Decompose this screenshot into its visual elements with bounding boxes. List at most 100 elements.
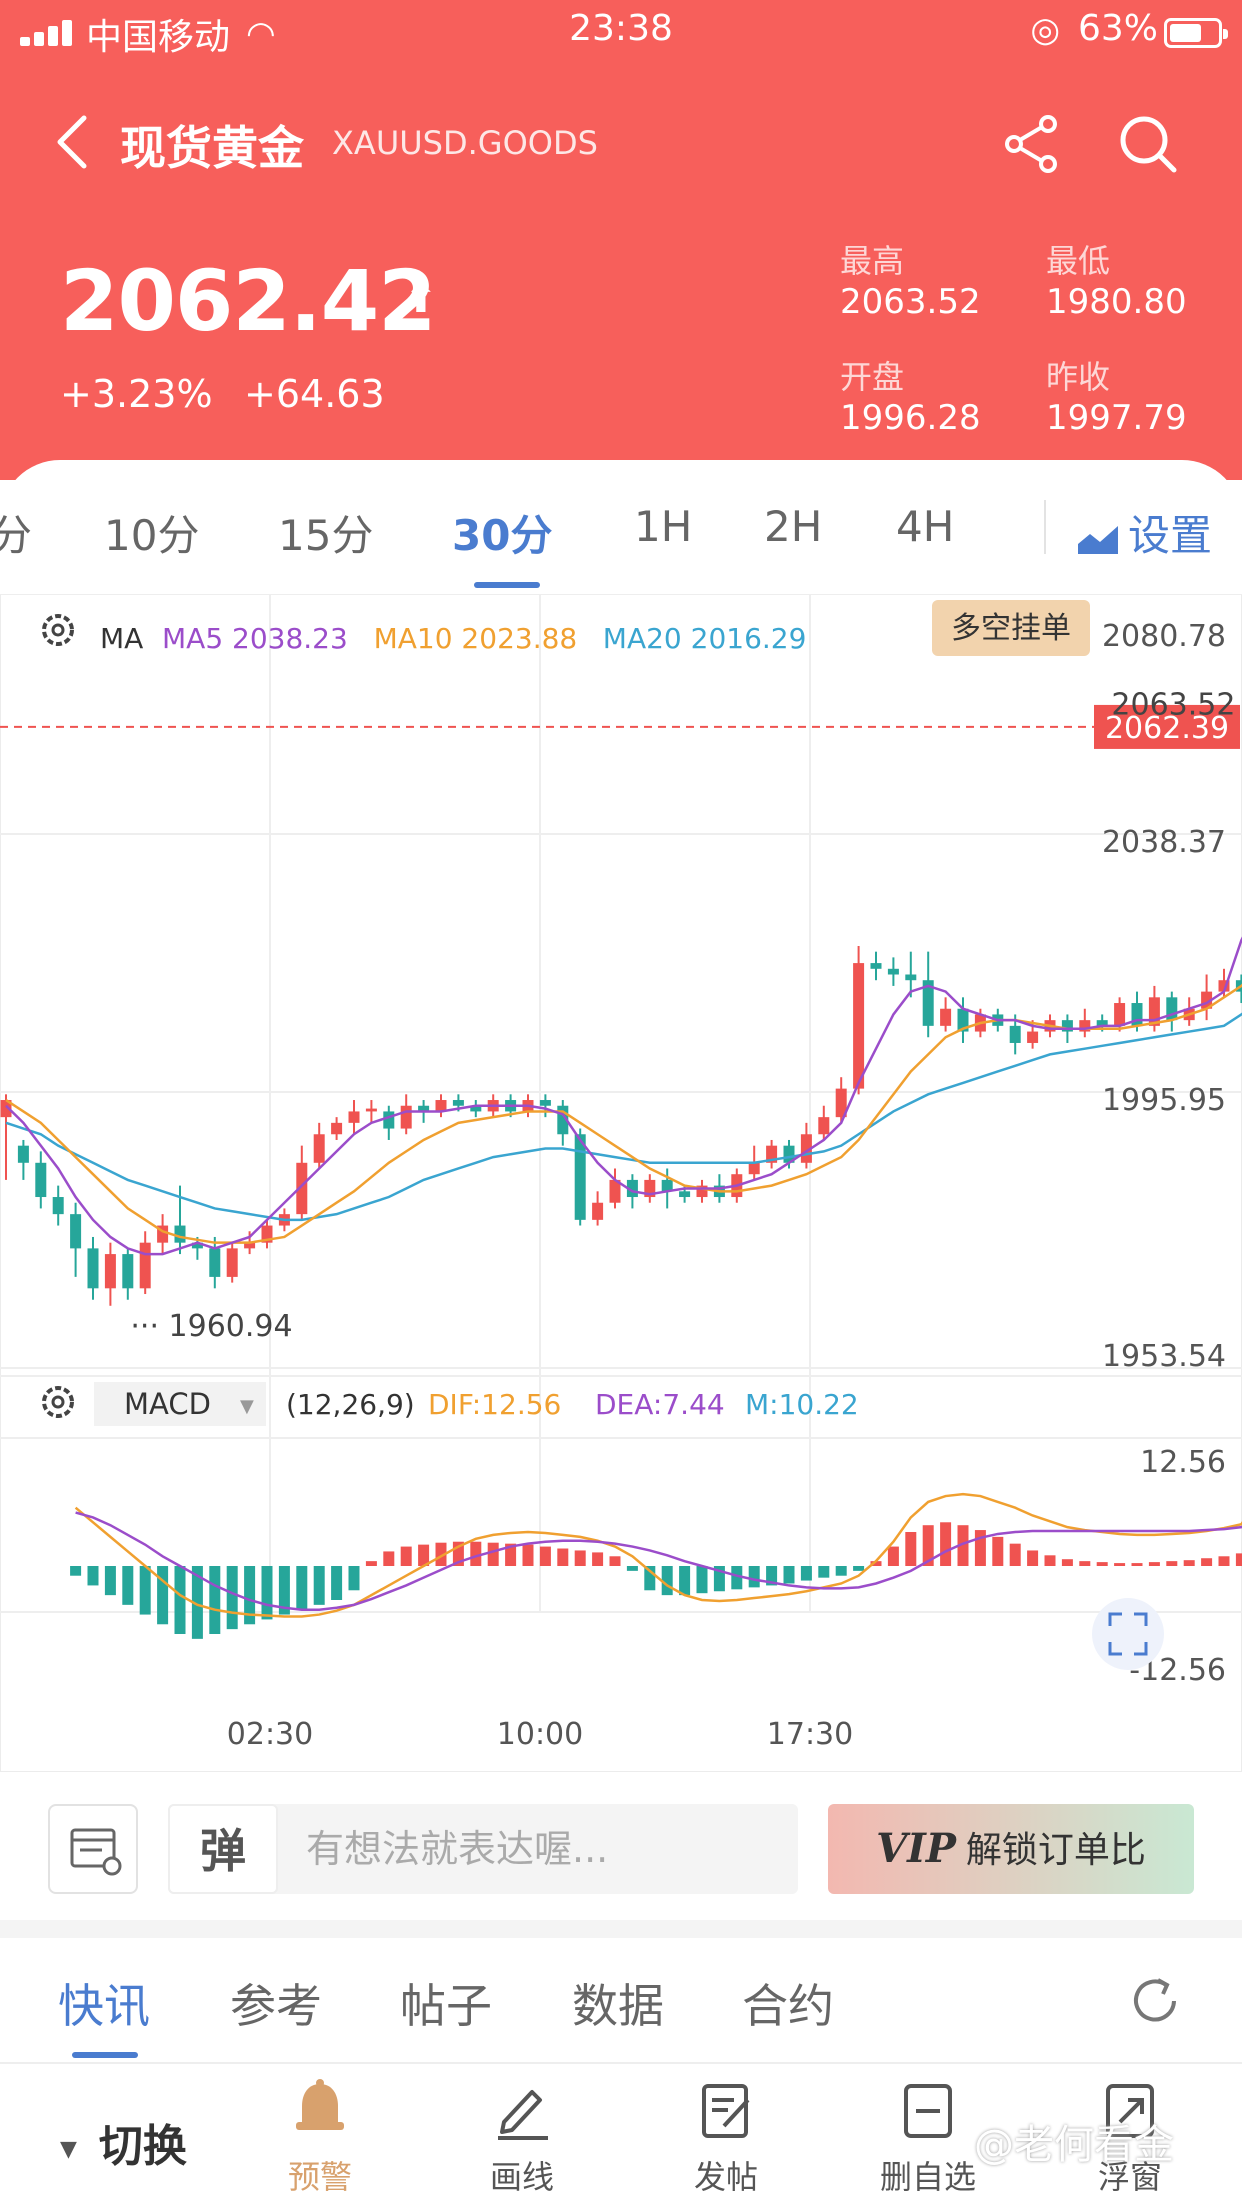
candle-body [574, 1134, 586, 1220]
ma-legend-ma5: MA5 2038.23 [162, 622, 348, 655]
candle-body [818, 1117, 830, 1135]
kline-chart[interactable]: 2080.78 2038.37 1995.95 1953.54 02:30 10:00 17… [0, 594, 1242, 1772]
candle-body [226, 1248, 238, 1277]
status-bar: 中国移动 ◠ 23:38 ◎ 63% [0, 0, 1242, 64]
candle-body [835, 1088, 847, 1118]
comment-box[interactable]: 弹 [168, 1804, 798, 1894]
macd-selector-label: MACD [124, 1387, 211, 1421]
candle-body [644, 1179, 656, 1198]
candle-body [905, 974, 917, 981]
macd-histogram-bar [383, 1551, 395, 1566]
macd-selector-bg [94, 1382, 266, 1426]
max-price-label: 2063.52 ··· [1111, 687, 1242, 722]
float-window-button[interactable]: 浮窗 [1060, 2078, 1200, 2198]
macd-histogram-bar [1044, 1555, 1056, 1566]
macd-histogram-bar [244, 1566, 256, 1625]
macd-histogram-bar [1009, 1543, 1021, 1566]
low-label: 最低 [1046, 242, 1111, 280]
candle-body [17, 1145, 29, 1163]
candle-body [853, 963, 865, 1089]
unlock-order-ratio-button[interactable]: VIP 解锁订单比 [828, 1804, 1194, 1894]
macd-histogram-bar [70, 1566, 82, 1576]
macd-histogram-bar [800, 1566, 812, 1581]
candle-body [870, 963, 882, 969]
signal-icon [20, 20, 76, 46]
candle-body [296, 1162, 308, 1215]
macd-histogram-bar [296, 1566, 308, 1610]
comment-input[interactable] [306, 1822, 776, 1876]
candle-body [331, 1122, 343, 1135]
share-icon[interactable] [1000, 112, 1064, 176]
macd-histogram-bar [835, 1566, 847, 1576]
float-window-icon [1106, 2084, 1154, 2138]
macd-histogram-bar [1148, 1562, 1160, 1566]
candle-body [1061, 1020, 1073, 1032]
candle-body [122, 1254, 134, 1289]
macd-histogram-bar [1218, 1556, 1230, 1566]
candle-body [748, 1162, 760, 1175]
tab-10min[interactable]: 10分 [104, 511, 200, 560]
macd-histogram-bar [1235, 1553, 1242, 1566]
danmaku-toggle-icon[interactable]: 弹 [168, 1804, 278, 1894]
alert-button[interactable]: 预警 [250, 2078, 390, 2198]
candle-body [957, 1008, 969, 1032]
macd-histogram-bar [365, 1561, 377, 1566]
notes-button[interactable] [48, 1804, 138, 1894]
macd-histogram-bar [922, 1525, 934, 1566]
unlock-order-ratio-label: 解锁订单比 [965, 1830, 1146, 1871]
back-arrow-icon[interactable] [52, 112, 92, 172]
switch-label: 切换 [98, 2121, 187, 2172]
tab-contracts[interactable]: 合约 [742, 1979, 834, 2033]
macd-histogram-bar [905, 1532, 917, 1566]
tab-flash-news[interactable]: 快讯 [58, 1979, 150, 2033]
candle-body [1027, 1031, 1039, 1043]
macd-histogram-bar [104, 1566, 116, 1596]
macd-histogram-bar [696, 1566, 708, 1594]
macd-histogram-bar [748, 1566, 760, 1588]
remove-watchlist-button[interactable]: 删自选 [858, 2078, 998, 2198]
tab-2h[interactable]: 2H [764, 502, 823, 551]
macd-histogram-bar [974, 1530, 986, 1566]
candle-body [783, 1145, 795, 1163]
switch-button[interactable]: ▼ 切换 [60, 2110, 187, 2174]
candle-body [1079, 1020, 1091, 1032]
macd-histogram-bar [278, 1566, 290, 1615]
macd-histogram-bar [313, 1566, 325, 1605]
candle-body [557, 1105, 569, 1135]
refresh-icon[interactable] [1126, 1972, 1184, 2030]
tab-1min[interactable]: 分 [0, 511, 33, 560]
macd-histogram-bar [139, 1566, 151, 1615]
candle-body [539, 1100, 551, 1106]
draw-line-button[interactable]: 画线 [452, 2078, 592, 2198]
y-tick-label: 2038.37 [1102, 825, 1226, 860]
search-icon[interactable] [1116, 112, 1180, 176]
last-price: 2062.42 [60, 252, 437, 350]
tab-1h[interactable]: 1H [634, 502, 693, 551]
candle-body [679, 1191, 691, 1198]
chart-settings-button[interactable]: 设置 [1076, 502, 1212, 563]
symbol-code: XAUUSD.GOODS [332, 124, 598, 162]
tab-data[interactable]: 数据 [572, 1979, 664, 2033]
alert-label: 预警 [287, 2158, 352, 2196]
tab-4h[interactable]: 4H [896, 502, 955, 551]
candle-body [70, 1214, 82, 1249]
current-price-label: 2062.39 [1105, 711, 1229, 746]
carrier-name: 中国移动 [86, 17, 231, 58]
candle-body [452, 1100, 464, 1106]
tab-posts[interactable]: 帖子 [400, 1979, 492, 2033]
tab-reference[interactable]: 参考 [230, 1979, 322, 2033]
candle-body [191, 1242, 203, 1249]
page-title: 现货黄金 [120, 121, 304, 175]
low-value: 1980.80 [1046, 282, 1187, 322]
toolbar-divider [0, 2062, 1242, 2064]
macd-histogram-bar [609, 1556, 621, 1566]
tab-30min[interactable]: 30分 [452, 511, 553, 560]
candle-body [261, 1225, 273, 1243]
order-button-label: 多空挂单 [951, 611, 1071, 646]
ma-legend-ma10: MA10 2023.88 [374, 622, 578, 655]
macd-legend-m: M:10.22 [745, 1388, 859, 1421]
tab-15min[interactable]: 15分 [278, 511, 374, 560]
x-tick-label: 02:30 [227, 1717, 313, 1752]
post-button[interactable]: 发帖 [656, 2078, 796, 2198]
